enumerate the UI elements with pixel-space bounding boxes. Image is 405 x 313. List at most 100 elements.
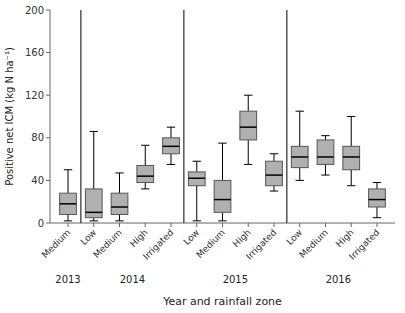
y-tick xyxy=(46,223,50,224)
x-tick-label: High xyxy=(334,227,356,249)
median xyxy=(214,199,231,201)
x-tick xyxy=(145,223,146,227)
y-tick xyxy=(46,95,50,96)
group-divider xyxy=(183,10,184,223)
box xyxy=(111,193,128,214)
group-label: 2013 xyxy=(55,274,80,285)
y-tick-label: 80 xyxy=(31,132,44,143)
x-tick xyxy=(248,223,249,227)
lower-whisker xyxy=(119,214,120,220)
lower-cap xyxy=(193,220,201,221)
lower-cap xyxy=(296,180,304,181)
upper-whisker xyxy=(196,161,197,172)
lower-whisker xyxy=(196,186,197,221)
x-tick-label: Low xyxy=(79,227,99,247)
lower-whisker xyxy=(273,186,274,191)
lower-cap xyxy=(347,185,355,186)
upper-whisker xyxy=(222,143,223,180)
x-axis-label: Year and rainfall zone xyxy=(162,295,282,308)
lower-whisker xyxy=(222,212,223,221)
x-tick-label: Irrigated xyxy=(347,227,381,261)
box xyxy=(266,161,283,185)
box xyxy=(214,180,231,212)
median xyxy=(266,174,283,176)
box xyxy=(188,172,205,186)
median xyxy=(291,156,308,158)
lower-whisker xyxy=(351,170,352,186)
y-tick xyxy=(46,10,50,11)
lower-cap xyxy=(167,164,175,165)
median xyxy=(163,146,180,148)
y-tick-label: 200 xyxy=(25,5,44,16)
lower-cap xyxy=(270,191,278,192)
x-tick-label: Medium xyxy=(194,227,227,260)
box-group xyxy=(291,111,308,180)
x-tick-label: Low xyxy=(182,227,202,247)
box-group xyxy=(60,170,77,221)
box-group xyxy=(317,136,334,175)
box xyxy=(85,189,102,218)
x-tick xyxy=(171,223,172,227)
upper-whisker xyxy=(145,145,146,165)
box xyxy=(343,146,360,169)
y-tick-label: 40 xyxy=(31,175,44,186)
upper-whisker xyxy=(171,127,172,138)
x-tick xyxy=(325,223,326,227)
upper-cap xyxy=(218,143,226,144)
x-tick xyxy=(376,223,377,227)
x-tick-label: Irrigated xyxy=(244,227,278,261)
lower-cap xyxy=(115,220,123,221)
x-tick xyxy=(222,223,223,227)
median xyxy=(137,175,154,177)
lower-cap xyxy=(141,188,149,189)
upper-whisker xyxy=(273,154,274,161)
lower-whisker xyxy=(248,140,249,164)
x-tick-label: Low xyxy=(285,227,305,247)
plot-area xyxy=(60,95,386,221)
box xyxy=(369,189,386,207)
x-tick-label: High xyxy=(128,227,150,249)
y-tick xyxy=(46,52,50,53)
box-group xyxy=(188,161,205,221)
y-tick xyxy=(46,137,50,138)
box-group xyxy=(137,145,154,189)
lower-whisker xyxy=(325,164,326,175)
y-tick xyxy=(46,180,50,181)
median xyxy=(369,199,386,201)
x-tick xyxy=(68,223,69,227)
upper-whisker xyxy=(68,170,69,193)
group-divider xyxy=(80,10,81,223)
group-divider xyxy=(286,10,287,223)
upper-whisker xyxy=(376,183,377,189)
upper-cap xyxy=(321,135,329,136)
upper-cap xyxy=(167,127,175,128)
box-group xyxy=(369,183,386,218)
lower-whisker xyxy=(145,183,146,189)
x-tick xyxy=(93,223,94,227)
x-tick-label: Medium xyxy=(297,227,330,260)
box-group xyxy=(85,131,102,220)
y-tick-label: 160 xyxy=(25,47,44,58)
x-tick xyxy=(351,223,352,227)
upper-cap xyxy=(115,172,123,173)
box-group xyxy=(343,117,360,186)
box xyxy=(60,193,77,214)
box xyxy=(240,111,257,140)
upper-cap xyxy=(193,161,201,162)
lower-cap xyxy=(90,220,98,221)
group-label: 2015 xyxy=(223,274,248,285)
chart: 04080120160200MediumLowMediumHighIrrigat… xyxy=(0,0,405,313)
lower-cap xyxy=(373,217,381,218)
y-axis-label: Positive net ICM (kg N ha⁻¹) xyxy=(4,47,15,186)
box xyxy=(317,140,334,164)
x-tick-label: Medium xyxy=(40,227,73,260)
lower-whisker xyxy=(299,168,300,181)
median xyxy=(240,126,257,128)
upper-cap xyxy=(141,145,149,146)
x-tick xyxy=(196,223,197,227)
group-label: 2014 xyxy=(120,274,145,285)
group-label: 2016 xyxy=(326,274,351,285)
box xyxy=(137,165,154,182)
lower-cap xyxy=(64,220,72,221)
x-tick-label: Irrigated xyxy=(141,227,175,261)
